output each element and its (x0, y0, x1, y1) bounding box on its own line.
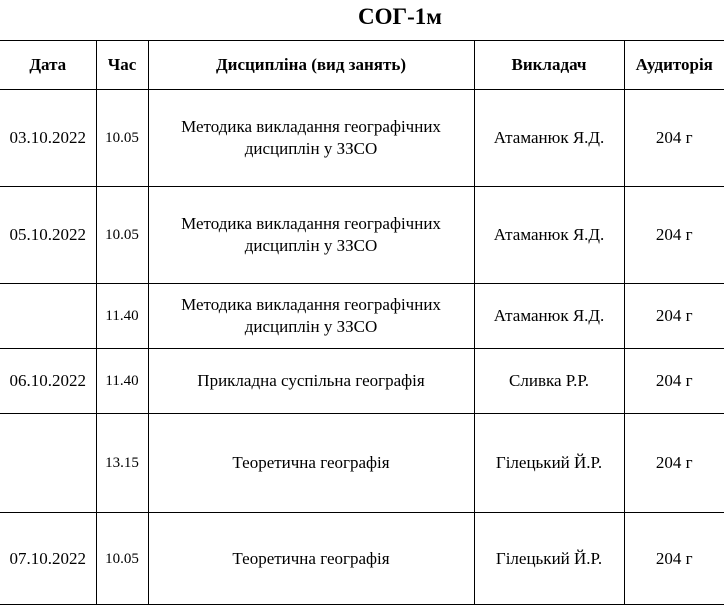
table-row: 11.40 Методика викладання географічних ди… (0, 283, 724, 349)
cell-discipline: Прикладна суспільна географія (147, 348, 475, 414)
table-row: 13.15 Теоретична географія Гілецький Й.Р. 2… (0, 413, 724, 513)
cell-date (0, 283, 97, 349)
header-discipline: Дисципліна (вид занять) (147, 40, 475, 90)
table-row: 06.10.2022 11.40 Прикладна суспільна геогр… (0, 348, 724, 414)
cell-teacher: Атаманюк Я.Д. (473, 186, 625, 284)
cell-discipline: Методика викладання географічних дисципл… (147, 89, 475, 187)
header-time: Час (95, 40, 149, 90)
cell-time: 10.05 (95, 89, 149, 187)
cell-date: 03.10.2022 (0, 89, 97, 187)
header-room: Аудиторія (623, 40, 724, 90)
header-date: Дата (0, 40, 97, 90)
cell-teacher: Атаманюк Я.Д. (473, 89, 625, 187)
cell-room: 204 г (623, 348, 724, 414)
cell-date (0, 413, 97, 513)
cell-time: 10.05 (95, 186, 149, 284)
cell-time: 13.15 (95, 413, 149, 513)
cell-room: 204 г (623, 512, 724, 605)
table-row: 03.10.2022 10.05 Методика викладання геогр… (0, 89, 724, 187)
schedule-table: Дата Час Дисципліна (вид занять) Виклада… (0, 40, 724, 605)
cell-room: 204 г (623, 283, 724, 349)
table-row: 07.10.2022 10.05 Теоретична географія Гілец… (0, 512, 724, 605)
cell-teacher: Атаманюк Я.Д. (473, 283, 625, 349)
cell-time: 11.40 (95, 283, 149, 349)
page-title: СОГ-1м (358, 4, 442, 29)
cell-discipline: Методика викладання географічних дисципл… (147, 283, 475, 349)
cell-time: 11.40 (95, 348, 149, 414)
cell-teacher: Гілецький Й.Р. (473, 512, 625, 605)
table-row: 05.10.2022 10.05 Методика викладання геогр… (0, 186, 724, 284)
cell-discipline: Теоретична географія (147, 512, 475, 605)
cell-discipline: Методика викладання географічних дисципл… (147, 186, 475, 284)
cell-discipline: Теоретична географія (147, 413, 475, 513)
cell-teacher: Сливка Р.Р. (473, 348, 625, 414)
cell-room: 204 г (623, 186, 724, 284)
cell-date: 05.10.2022 (0, 186, 97, 284)
cell-date: 07.10.2022 (0, 512, 97, 605)
cell-teacher: Гілецький Й.Р. (473, 413, 625, 513)
cell-date: 06.10.2022 (0, 348, 97, 414)
header-teacher: Викладач (473, 40, 625, 90)
cell-room: 204 г (623, 413, 724, 513)
header-row: Дата Час Дисципліна (вид занять) Виклада… (0, 40, 724, 90)
cell-room: 204 г (623, 89, 724, 187)
cell-time: 10.05 (95, 512, 149, 605)
